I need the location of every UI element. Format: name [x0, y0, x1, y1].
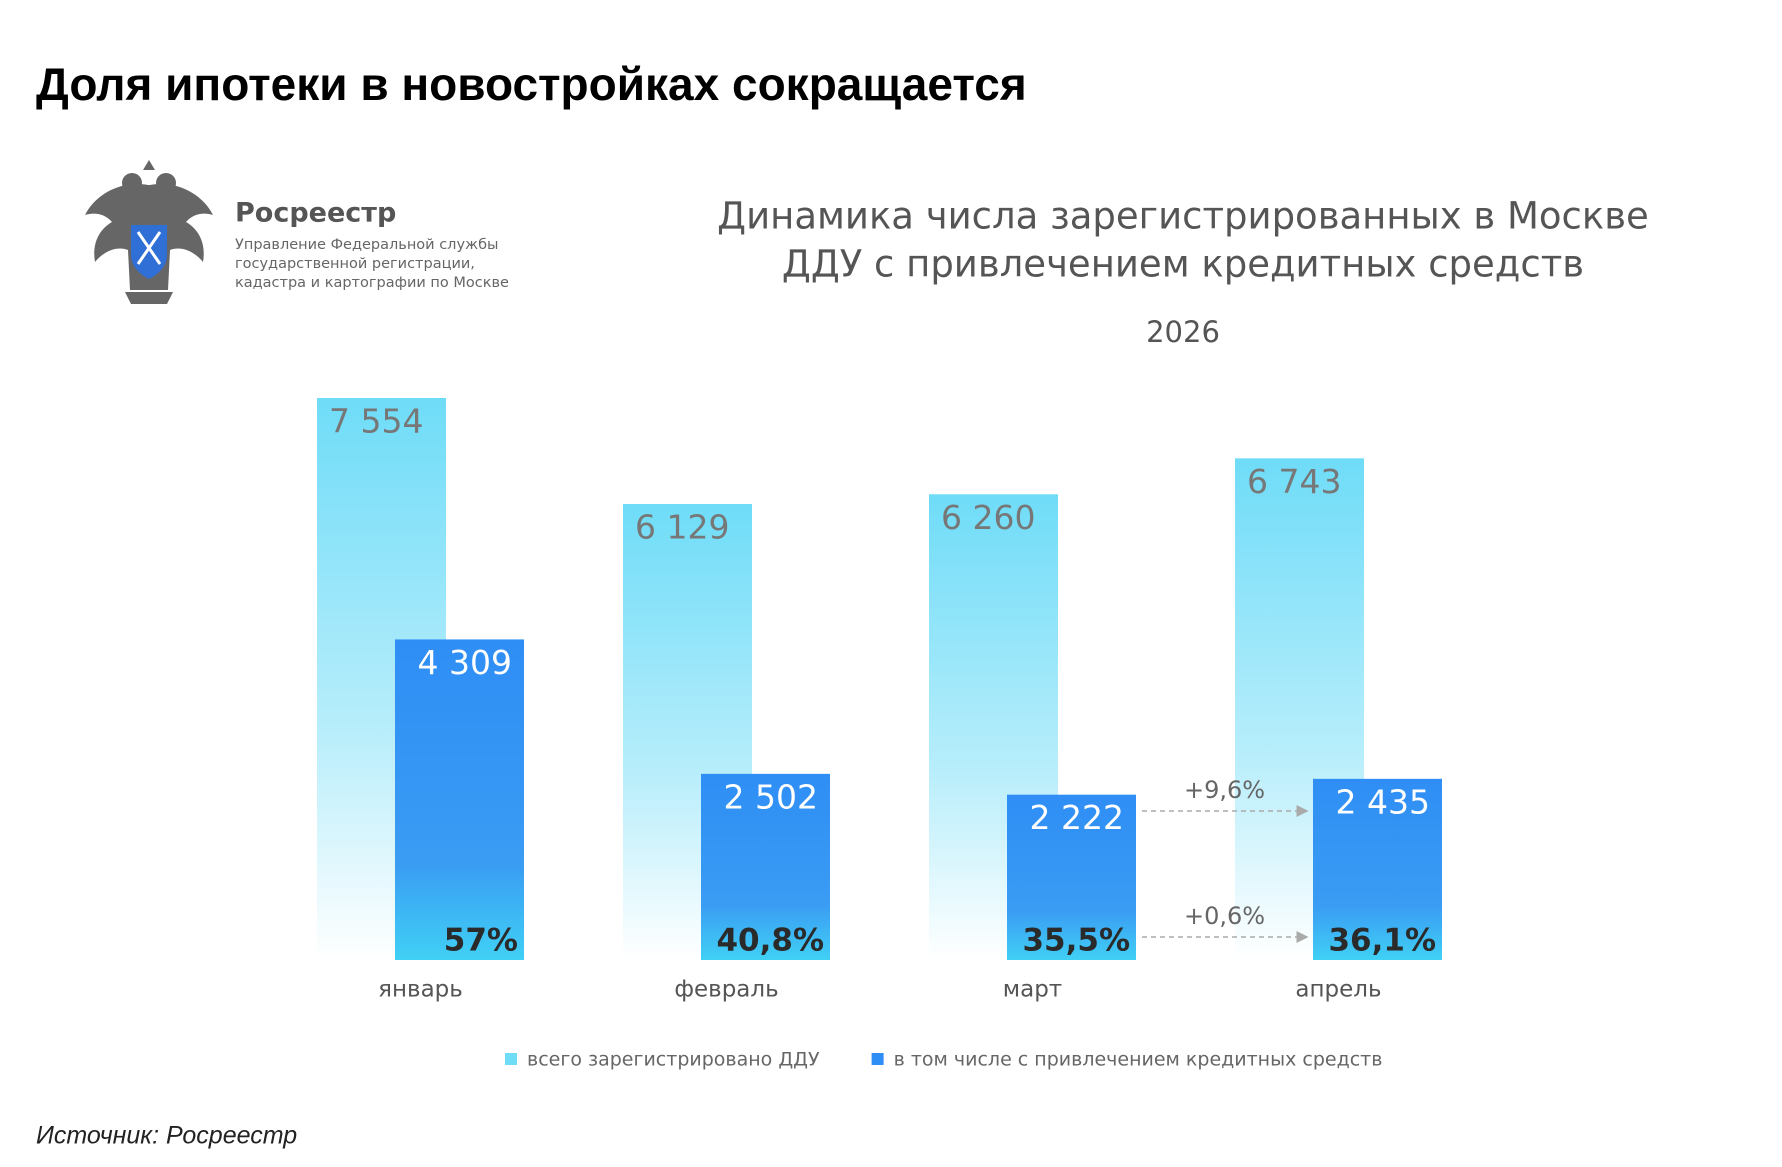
x-tick-label: апрель: [1295, 977, 1381, 1003]
chart-subtitle: 2026: [1146, 315, 1220, 349]
legend-swatch: [871, 1053, 884, 1065]
value-label: 2 222: [1030, 798, 1124, 837]
x-tick-label: март: [1003, 977, 1062, 1003]
value-label: 2 502: [724, 777, 818, 816]
annotation: +0,6%: [1184, 902, 1265, 930]
value-label: 2 435: [1336, 782, 1430, 821]
value-label: 6 743: [1247, 462, 1341, 501]
share-label: 57%: [444, 923, 518, 959]
x-tick-label: февраль: [674, 977, 778, 1003]
source: Источник: Росреестр: [36, 1122, 297, 1150]
share-label: 40,8%: [716, 923, 824, 959]
chart-title: Динамика числа зарегистрированных в Моск…: [717, 195, 1649, 238]
value-label: 4 309: [418, 643, 512, 682]
bar: [395, 639, 524, 960]
x-tick-label: январь: [378, 977, 463, 1003]
bar: [701, 773, 830, 960]
share-label: 36,1%: [1328, 923, 1436, 959]
page-title: Доля ипотеки в новостройках сокращается: [36, 58, 1027, 110]
logo-line: Управление Федеральной службы: [235, 237, 499, 253]
legend-label: в том числе с привлечением кредитных сре…: [894, 1049, 1383, 1071]
legend-label: всего зарегистрировано ДДУ: [527, 1049, 820, 1071]
value-label: 7 554: [329, 402, 423, 441]
logo-line: государственной регистрации,: [235, 256, 475, 272]
share-label: 35,5%: [1022, 923, 1130, 959]
bar: [1313, 778, 1442, 960]
chart-title: ДДУ с привлечением кредитных средств: [782, 243, 1584, 286]
logo-line: кадастра и картографии по Москве: [235, 275, 509, 291]
logo-name: Росреестр: [235, 198, 396, 229]
bar: [1007, 794, 1136, 960]
value-label: 6 129: [635, 508, 729, 547]
logo-emblem: [85, 160, 213, 304]
value-label: 6 260: [941, 498, 1035, 537]
annotation: +9,6%: [1184, 776, 1265, 804]
legend-swatch: [505, 1053, 517, 1065]
